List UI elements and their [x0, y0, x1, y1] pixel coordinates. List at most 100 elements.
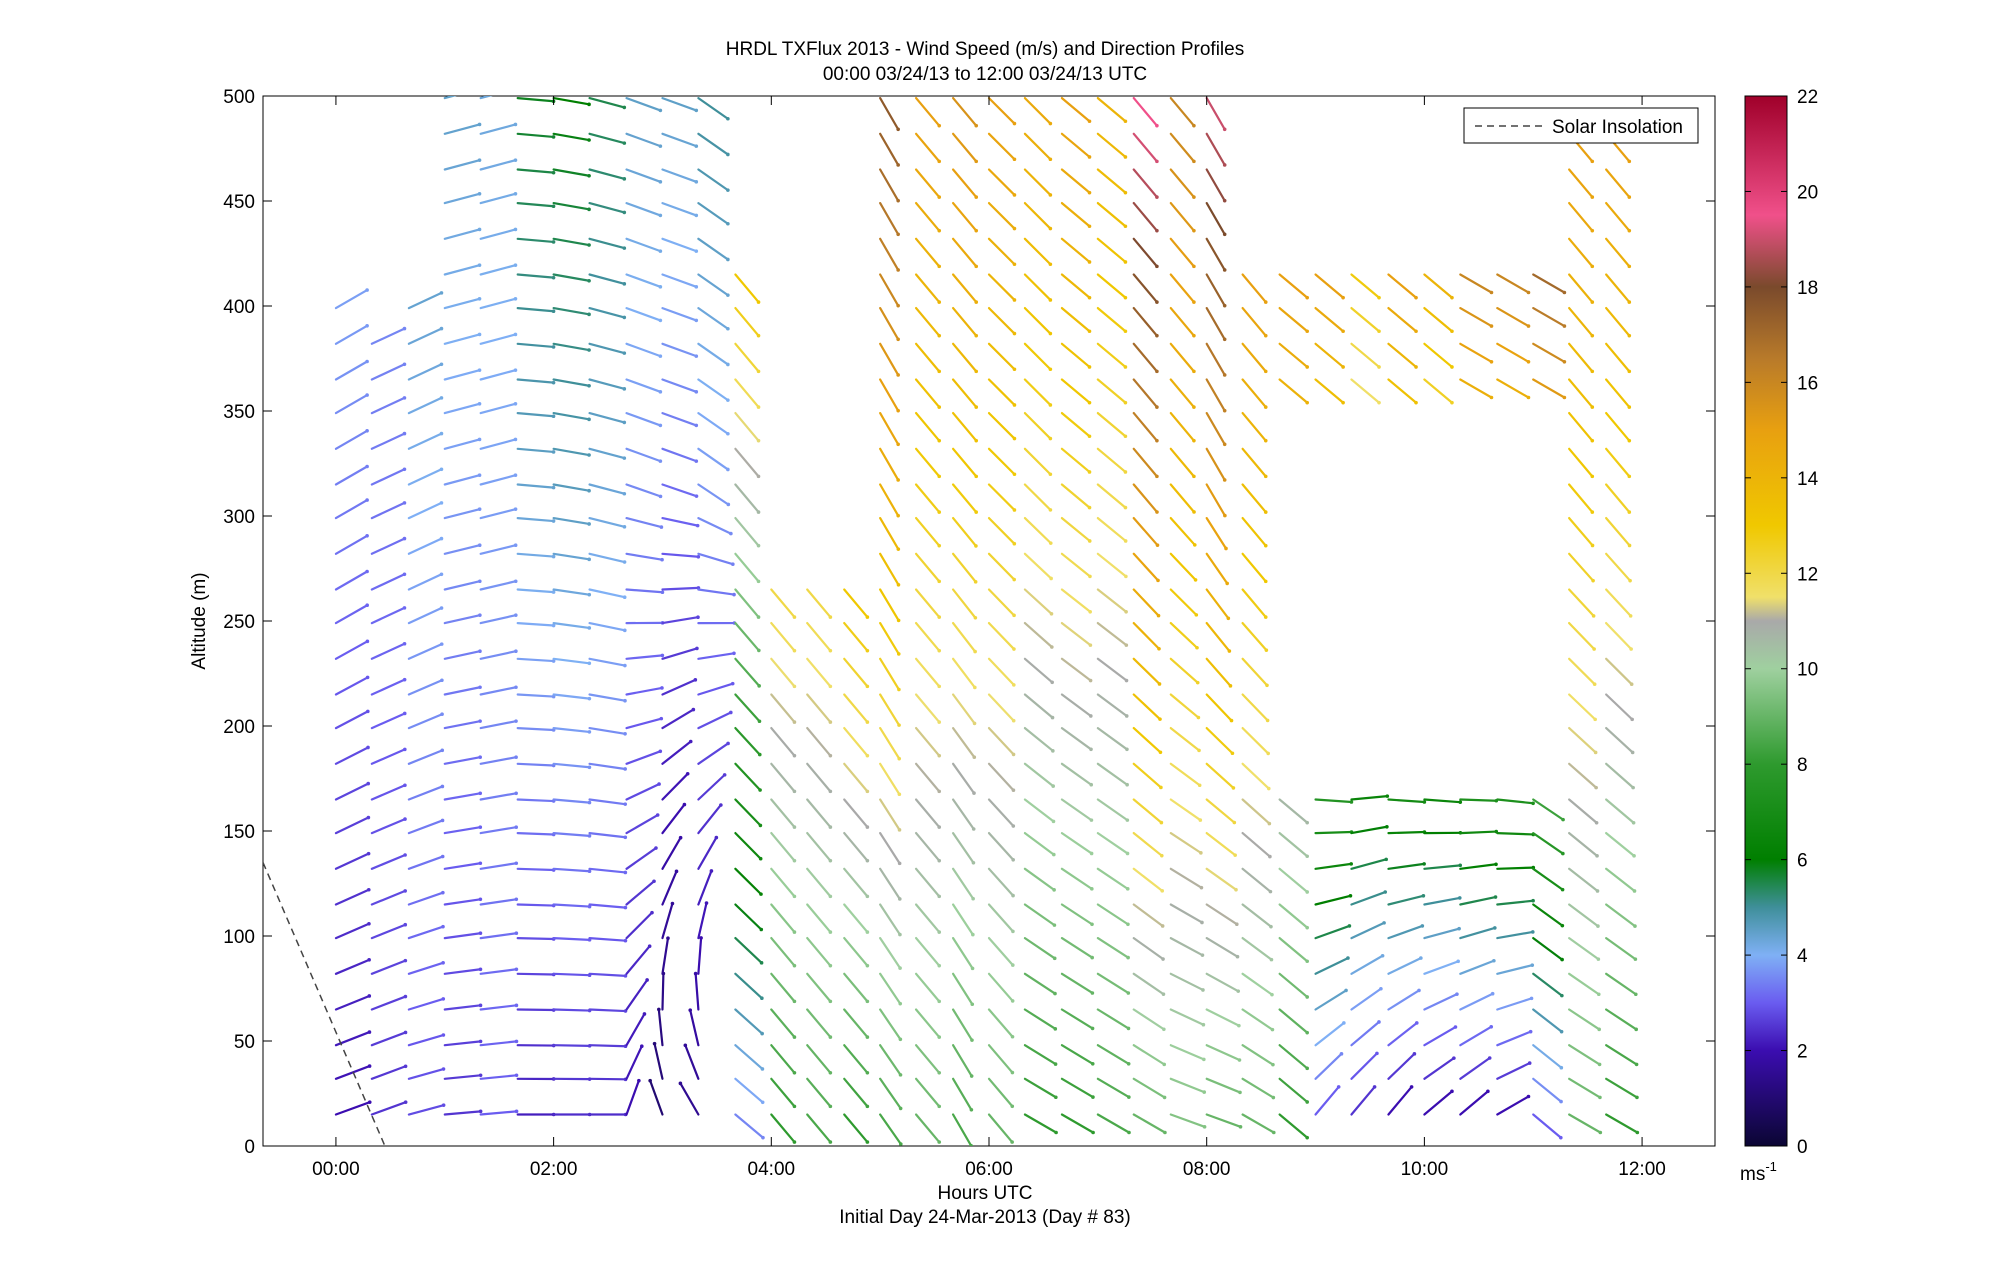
wind-arrow-head [1194, 613, 1199, 617]
wind-arrow [951, 412, 978, 442]
wind-arrow [914, 936, 941, 967]
wind-arrow [1423, 960, 1460, 975]
wind-arrow [407, 679, 444, 696]
wind-arrow [734, 412, 760, 442]
wind-arrow [987, 1008, 1014, 1038]
wind-arrow-head [659, 716, 664, 721]
wind-arrow [443, 123, 481, 135]
wind-arrow [1605, 621, 1633, 651]
wind-arrow [697, 552, 734, 566]
wind-arrow-head [1305, 400, 1309, 405]
wind-arrow-head [1052, 888, 1056, 892]
wind-arrow [1060, 552, 1092, 578]
wind-arrow-head [623, 938, 628, 943]
wind-arrow-head [1526, 1094, 1531, 1099]
wind-arrow-head [1235, 922, 1239, 927]
wind-arrow-head [1561, 817, 1565, 822]
wind-arrow [1096, 307, 1127, 333]
wind-arrow [552, 657, 591, 665]
wind-arrow-head [694, 354, 699, 358]
wind-arrow [334, 324, 369, 345]
wind-arrow [1060, 273, 1091, 299]
wind-arrow-head [587, 102, 591, 107]
wind-arrow-head [1089, 747, 1093, 752]
wind-arrow [1023, 516, 1052, 545]
wind-arrow-head [898, 966, 902, 970]
wind-arrow-head [441, 924, 445, 929]
wind-arrow [1459, 926, 1496, 940]
wind-arrow-head [1631, 785, 1635, 790]
wind-arrow [588, 447, 626, 460]
wind-arrow-head [1087, 539, 1092, 543]
wind-arrow-head [477, 158, 482, 162]
wind-arrow-head [1412, 1052, 1417, 1056]
wind-arrow-head [1594, 820, 1599, 825]
wind-arrow [1241, 972, 1274, 996]
wind-arrow-head [792, 684, 797, 689]
wind-arrow-head [657, 1007, 661, 1012]
wind-arrow-head [865, 825, 870, 829]
wind-arrow-head [1126, 1061, 1131, 1066]
colorbar-unit-base: ms [1740, 1164, 1765, 1185]
wind-arrow-head [1414, 400, 1418, 405]
wind-arrow-head [1012, 613, 1016, 618]
wind-arrow-head [897, 792, 902, 797]
colorbar-tick-label: 8 [1797, 755, 1808, 776]
wind-arrow-head [513, 296, 518, 301]
wind-arrow [443, 192, 481, 205]
wind-arrow [1169, 412, 1196, 442]
wind-arrow [914, 378, 941, 409]
wind-arrow-head [440, 854, 445, 859]
wind-arrow [951, 726, 976, 759]
wind-arrow-head [1125, 747, 1129, 752]
wind-arrow [1205, 798, 1236, 824]
wind-arrow [1278, 1008, 1309, 1034]
wind-arrow [370, 748, 406, 765]
wind-arrow [1568, 412, 1594, 442]
wind-arrow [1132, 378, 1159, 409]
wind-arrow-head [674, 869, 679, 874]
wind-arrow-head [898, 932, 902, 937]
wind-arrow [661, 972, 665, 1011]
wind-arrow-head [726, 741, 730, 746]
wind-arrow [1023, 1077, 1057, 1099]
wind-arrow [951, 1008, 974, 1042]
wind-arrow [1060, 762, 1093, 786]
wind-arrow-head [623, 698, 627, 703]
wind-arrow-head [1414, 295, 1418, 300]
wind-arrow-head [969, 1074, 974, 1078]
wind-arrow [516, 762, 555, 767]
wind-arrow [661, 237, 698, 253]
wind-arrow-head [551, 450, 556, 454]
wind-arrow-head [1222, 268, 1227, 272]
wind-arrow-head [937, 300, 942, 304]
wind-arrow-head [513, 543, 518, 547]
wind-arrow-head [1562, 324, 1567, 328]
wind-arrow [479, 650, 517, 660]
wind-arrow-head [937, 333, 942, 338]
wind-arrow-head [1236, 989, 1241, 993]
wind-arrow [1169, 483, 1196, 514]
wind-arrow-head [1124, 643, 1129, 647]
wind-arrow [588, 168, 626, 180]
wind-arrow-head [403, 1100, 408, 1104]
wind-arrow-head [1155, 228, 1159, 233]
wind-arrow [734, 588, 760, 619]
wind-arrow-head [1126, 955, 1130, 960]
wind-arrow-head [1372, 1085, 1377, 1089]
wind-arrow [1532, 307, 1566, 328]
wind-arrow [1132, 1044, 1166, 1066]
wind-arrow-head [477, 507, 482, 511]
wind-arrow [1278, 1113, 1309, 1139]
wind-arrow [1241, 831, 1271, 858]
wind-arrow-head [694, 285, 699, 289]
wind-arrow [1205, 483, 1226, 517]
wind-arrow-head [1489, 290, 1494, 295]
x-axis-label: Hours UTC [937, 1183, 1032, 1204]
wind-arrow [914, 1077, 941, 1108]
wind-arrow [1278, 378, 1309, 404]
wind-arrow-head [729, 531, 733, 536]
wind-arrow-head [1347, 924, 1352, 928]
wind-arrow [334, 746, 370, 765]
solar-insolation-layer [263, 862, 386, 1146]
